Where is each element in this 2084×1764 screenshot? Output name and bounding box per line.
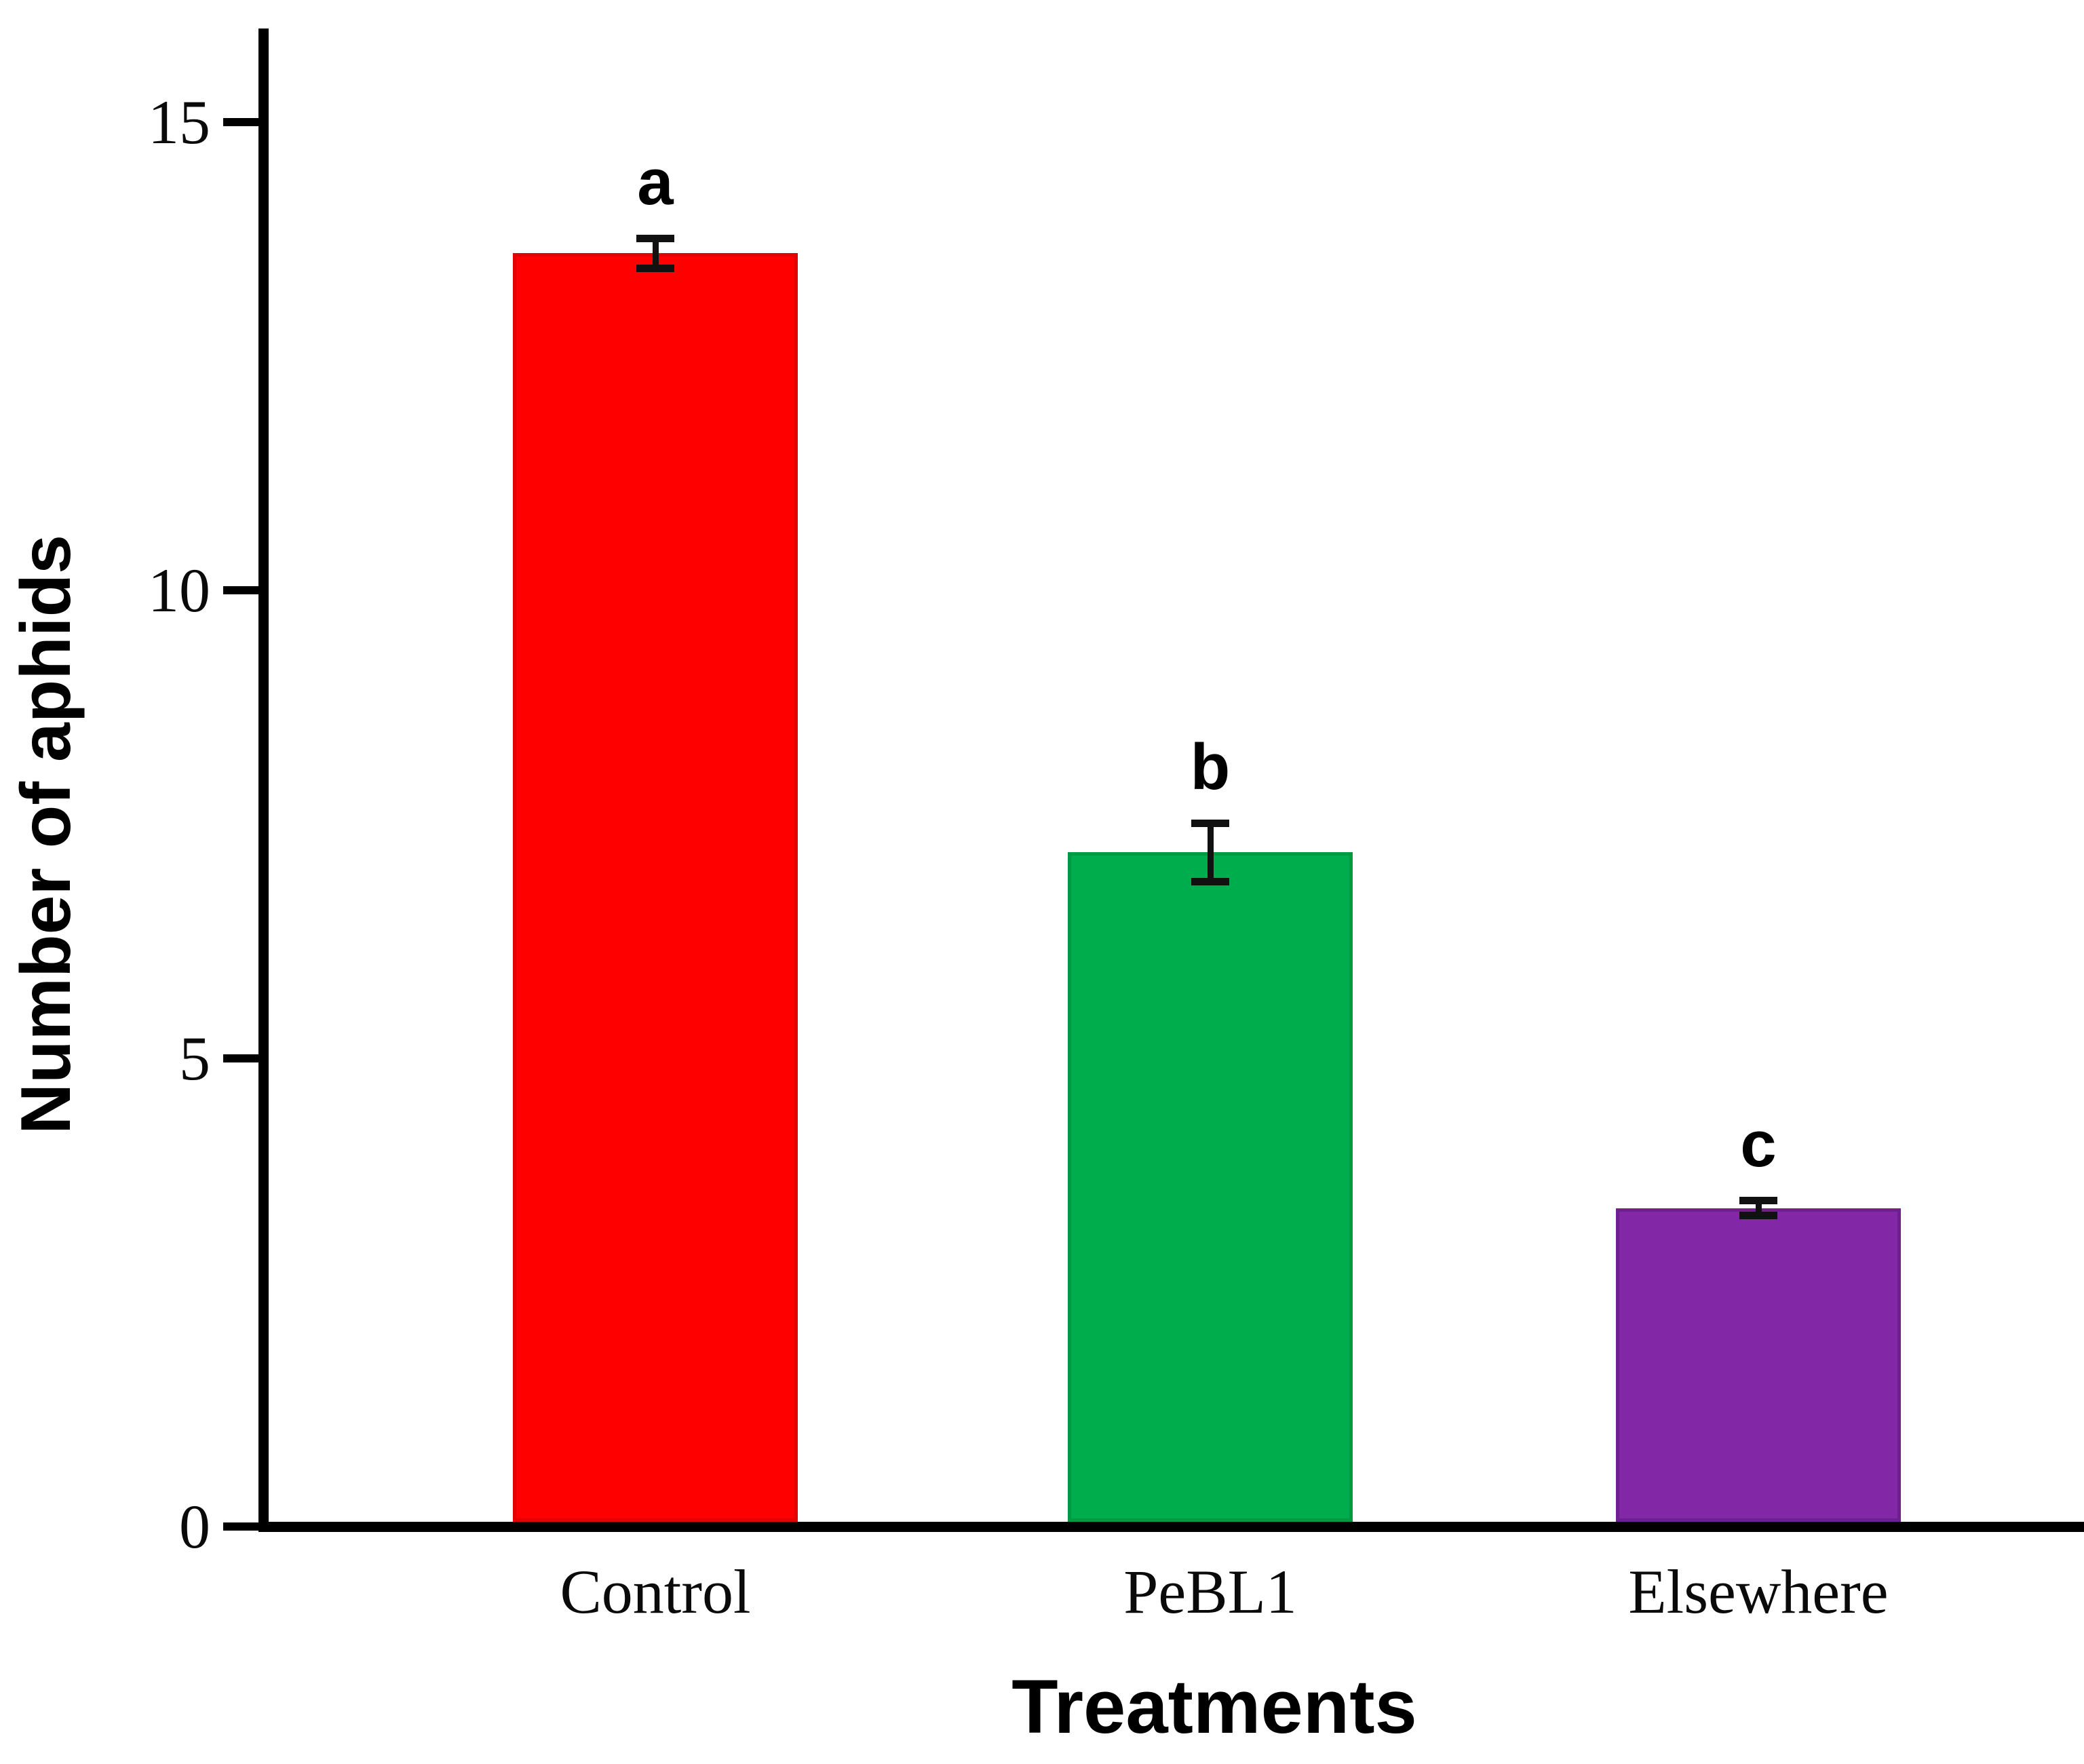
y-tick-10 <box>223 586 258 594</box>
bar-pebl1 <box>1068 852 1353 1522</box>
sig-letter-b: b <box>1190 731 1231 804</box>
error-cap-upper-pebl1 <box>1191 820 1229 828</box>
sig-letter-c: c <box>1740 1108 1777 1181</box>
y-tick-5 <box>223 1054 258 1062</box>
error-cap-lower-control <box>636 264 674 272</box>
y-tick-label-10: 10 <box>148 556 210 625</box>
error-bar-control <box>652 234 659 272</box>
error-cap-upper-control <box>636 234 674 242</box>
x-category-label-elsewhere: Elsewhere <box>1628 1557 1889 1626</box>
bar-control <box>513 253 798 1522</box>
x-axis-title: Treatments <box>1011 1664 1417 1749</box>
y-tick-label-15: 15 <box>148 88 210 157</box>
x-category-label-pebl1: PeBL1 <box>1123 1557 1297 1626</box>
error-cap-lower-elsewhere <box>1739 1212 1777 1220</box>
y-tick-label-0: 0 <box>179 1492 210 1561</box>
y-tick-label-5: 5 <box>179 1024 210 1093</box>
x-category-label-control: Control <box>560 1557 751 1626</box>
error-cap-upper-elsewhere <box>1739 1197 1777 1205</box>
bar-elsewhere <box>1616 1208 1901 1522</box>
x-axis-line <box>258 1522 2084 1532</box>
error-bar-pebl1 <box>1207 820 1214 885</box>
sig-letter-a: a <box>637 145 674 218</box>
error-cap-lower-pebl1 <box>1191 877 1229 885</box>
error-bar-elsewhere <box>1755 1197 1762 1220</box>
y-tick-15 <box>223 118 258 126</box>
y-tick-0 <box>223 1522 258 1531</box>
y-axis-line <box>258 28 269 1532</box>
